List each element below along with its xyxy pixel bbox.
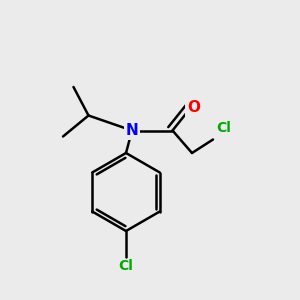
Text: O: O [187, 100, 200, 116]
Text: N: N [126, 123, 138, 138]
Text: Cl: Cl [118, 260, 134, 274]
Text: Cl: Cl [216, 121, 231, 135]
